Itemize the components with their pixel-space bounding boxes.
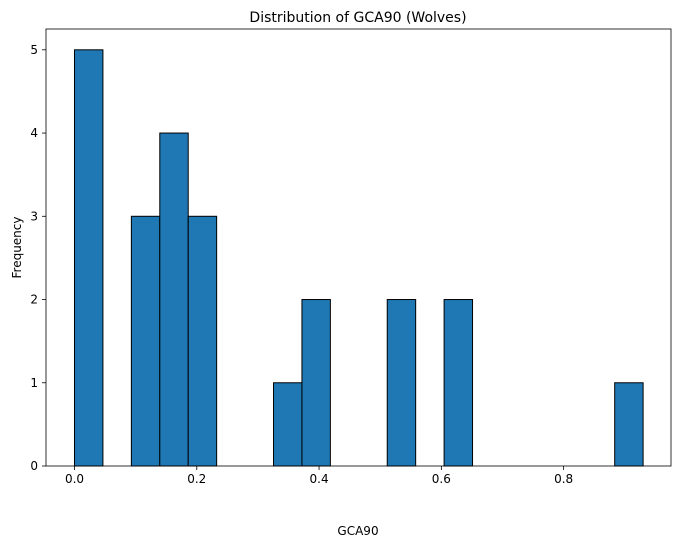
x-axis-label: GCA90: [337, 524, 378, 538]
histogram-bar: [614, 382, 644, 467]
x-tick-label: 0.6: [432, 472, 451, 486]
y-tick-label: 2: [30, 293, 38, 307]
histogram-bar: [159, 132, 189, 467]
histogram-bar: [386, 299, 417, 467]
x-tick-label: 0.4: [310, 472, 329, 486]
histogram-bar: [273, 382, 303, 467]
y-axis-label: Frequency: [10, 217, 24, 279]
y-tick-label: 3: [30, 209, 38, 223]
y-tick-label: 0: [30, 459, 38, 473]
chart-title: Distribution of GCA90 (Wolves): [249, 10, 466, 26]
x-tick-label: 0.2: [187, 472, 206, 486]
y-tick-label: 5: [30, 43, 38, 57]
histogram-bar: [301, 299, 331, 467]
y-tick-label: 1: [30, 376, 38, 390]
bars-group: [73, 49, 644, 467]
x-tick-label: 0.0: [65, 472, 84, 486]
plot-frame: [45, 28, 672, 467]
histogram-bar: [73, 49, 104, 467]
y-axis: 0 1 2 3 4 5: [30, 43, 46, 473]
y-tick-label: 4: [30, 126, 38, 140]
x-axis: 0.0 0.2 0.4 0.6 0.8: [65, 466, 573, 486]
histogram-bar: [187, 215, 218, 467]
x-tick-label: 0.8: [554, 472, 573, 486]
histogram-bar: [130, 215, 161, 467]
histogram-bar: [443, 299, 474, 467]
